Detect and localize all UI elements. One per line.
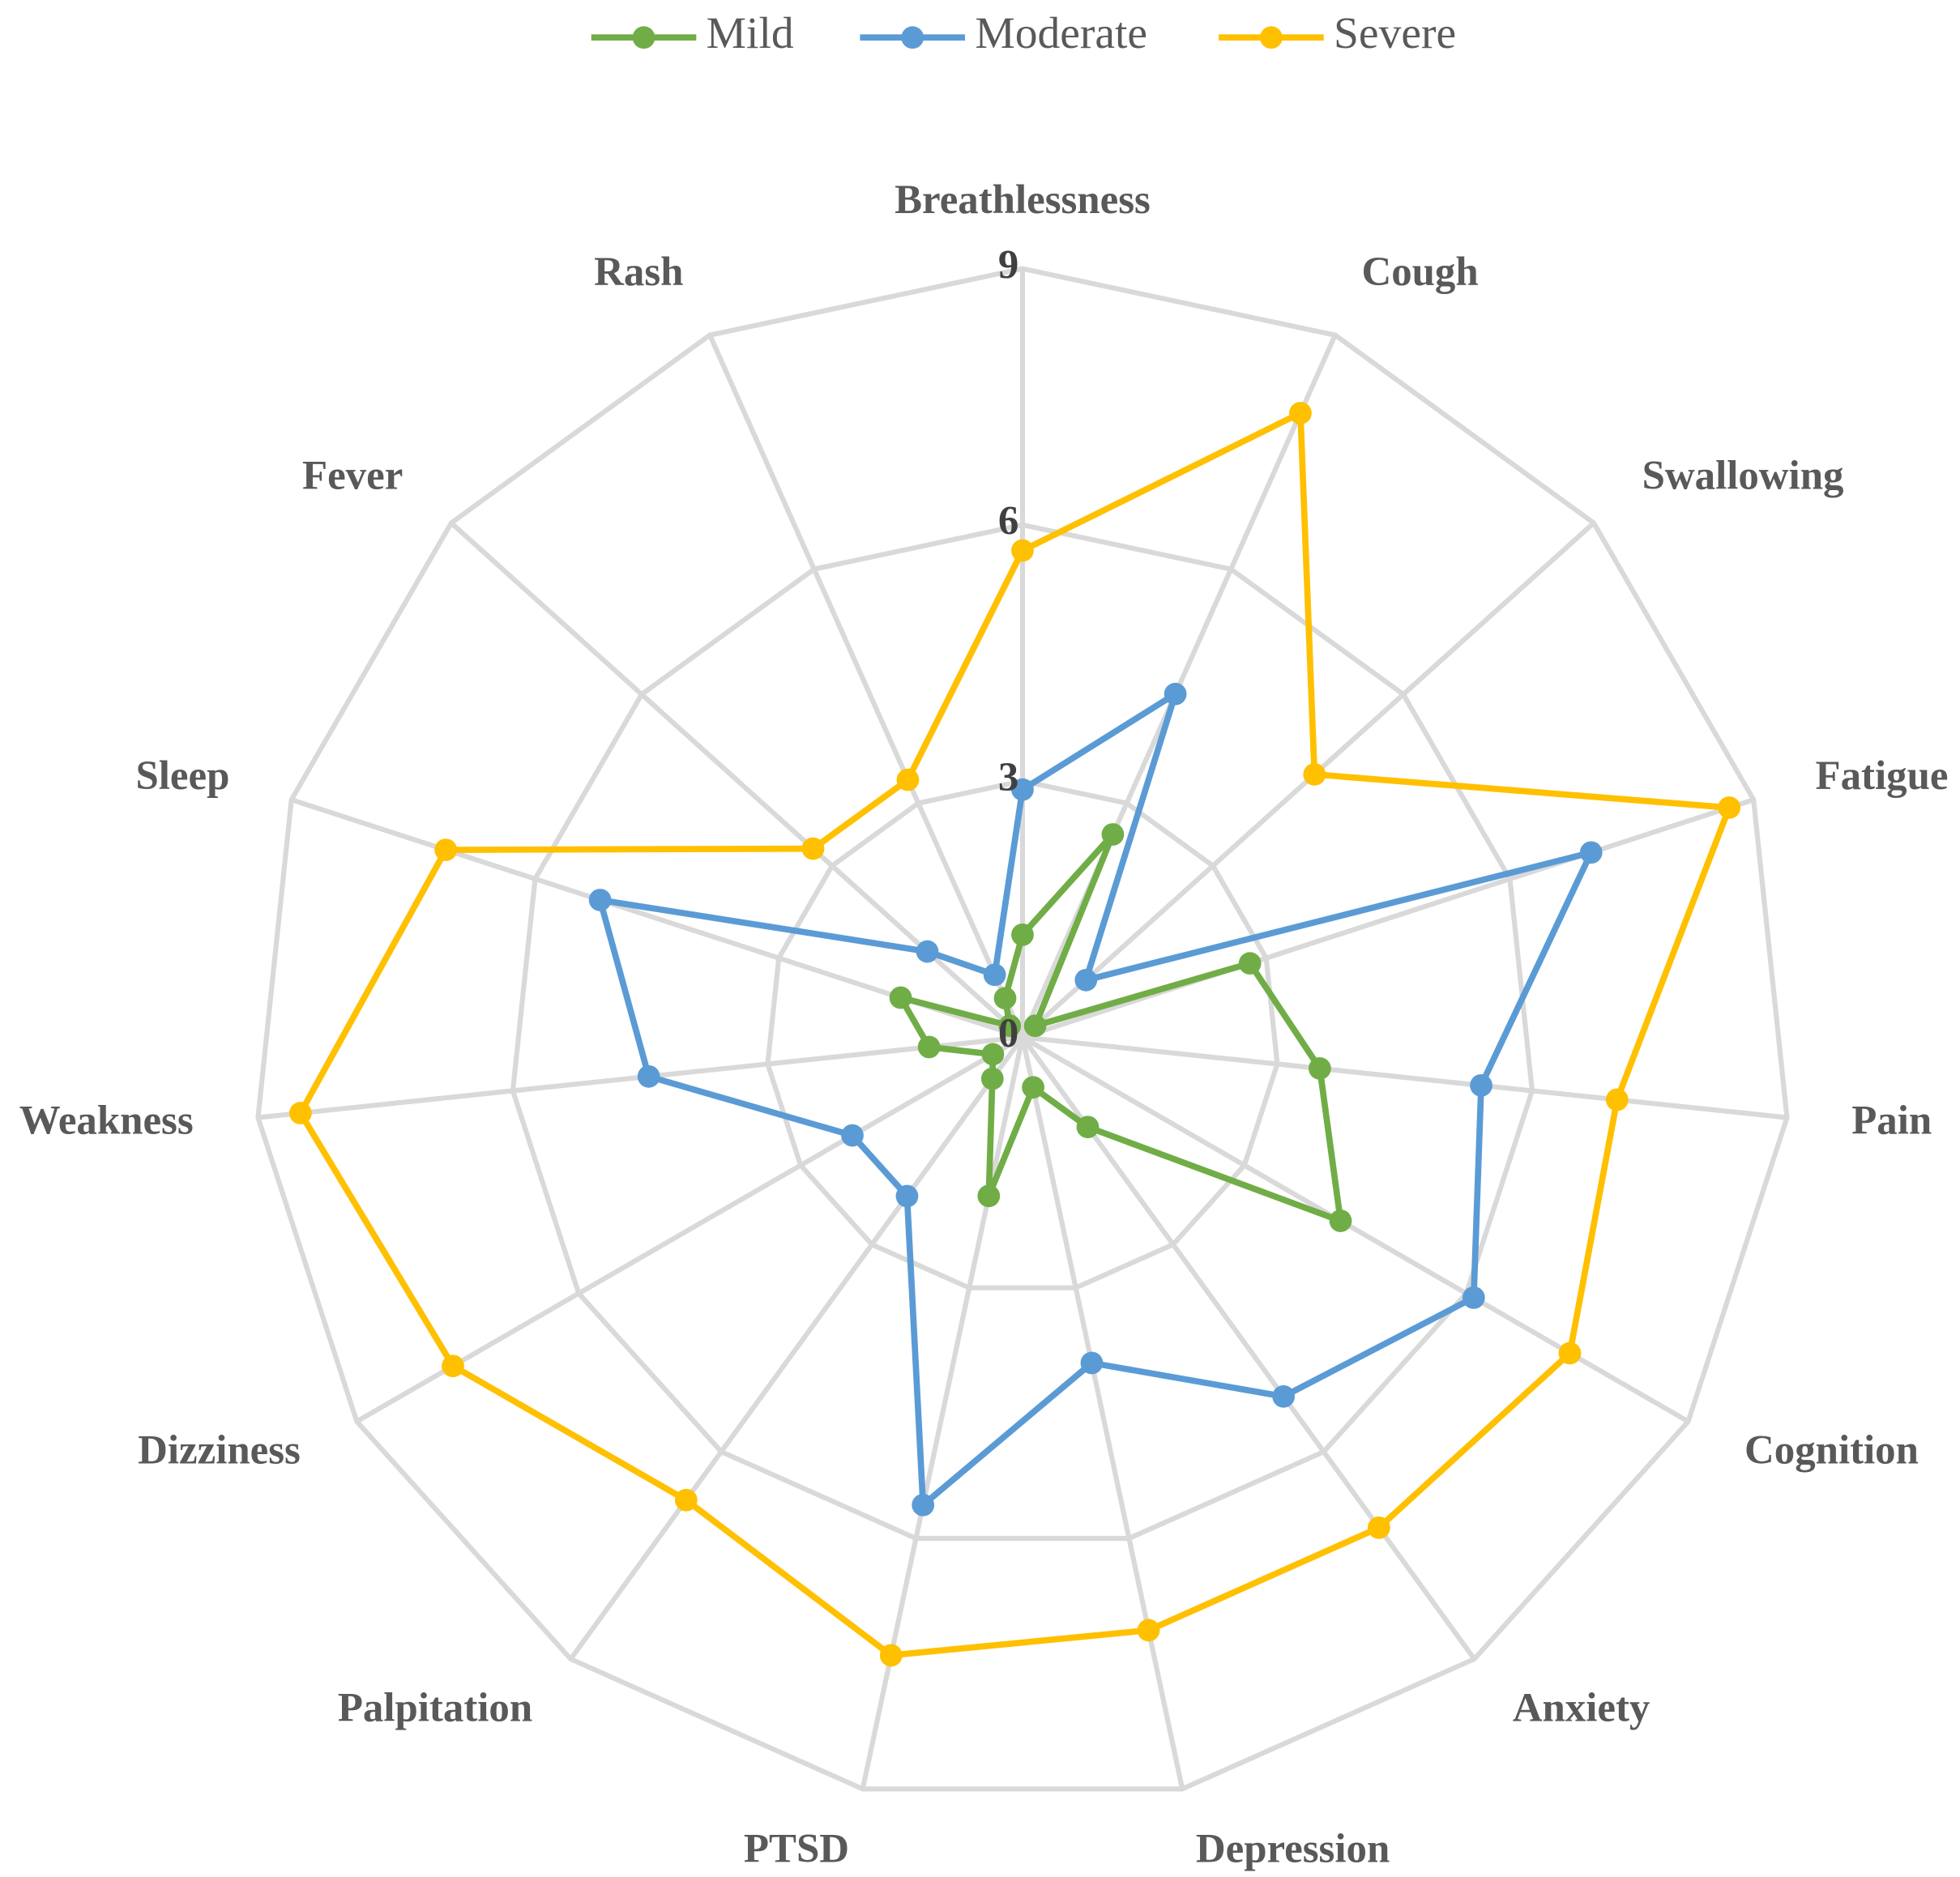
axis-label: Weakness: [19, 1098, 194, 1144]
axis-label: Rash: [594, 250, 683, 295]
axis-label: Palpitation: [338, 1685, 532, 1730]
data-point: [1011, 778, 1034, 801]
data-point: [917, 1035, 941, 1059]
axis-label: Sleep: [135, 753, 229, 799]
data-point: [1718, 796, 1741, 819]
data-point: [442, 1354, 464, 1378]
data-point: [637, 1064, 660, 1088]
data-point: [1558, 1342, 1582, 1365]
data-point: [980, 1067, 1004, 1090]
data-point: [895, 1184, 919, 1208]
data-point: [981, 1043, 1005, 1066]
legend-label: Mild: [707, 9, 794, 58]
data-point: [1329, 1209, 1352, 1232]
data-point: [1023, 1014, 1047, 1038]
data-point: [998, 1014, 1022, 1038]
axis-label: Fever: [302, 454, 403, 499]
data-point: [1462, 1286, 1485, 1309]
axis-label: Cognition: [1744, 1428, 1919, 1474]
data-point: [1579, 841, 1603, 864]
axis-label: Breathlessness: [895, 177, 1151, 223]
tick-label: 6: [998, 499, 1018, 544]
spoke: [1022, 1034, 1787, 1120]
axis-label: Cough: [1361, 250, 1478, 295]
legend-label: Severe: [1334, 9, 1456, 58]
series-line: [596, 690, 1595, 1508]
legend-label: Moderate: [975, 9, 1147, 58]
data-point: [1367, 1516, 1390, 1539]
spoke: [568, 1035, 1025, 1661]
grid: [255, 266, 1790, 1792]
data-point: [1022, 1076, 1044, 1099]
grid-ring: [765, 778, 1280, 1290]
data-point: [1080, 1351, 1104, 1375]
data-point: [801, 837, 825, 860]
data-point: [1289, 402, 1312, 424]
axis-label: PTSD: [744, 1826, 849, 1871]
legend: Mild Moderate Severe: [591, 9, 1456, 58]
tick-label: 0: [998, 1011, 1018, 1056]
data-point: [1164, 682, 1187, 706]
data-point: [1272, 1384, 1296, 1408]
tick-label: 9: [998, 242, 1018, 288]
grid-ring: [255, 266, 1790, 1792]
labels: 0 3 6 9 Breathlessness Cough Swallowing Fatigue…: [19, 177, 1949, 1871]
data-point: [674, 1488, 698, 1512]
data-point: [1605, 1088, 1629, 1111]
data-point: [977, 1184, 1001, 1208]
data-point: [841, 1124, 864, 1147]
axis-label: Pain: [1851, 1098, 1932, 1144]
tick-label: 3: [998, 755, 1018, 800]
axis-label: Fatigue: [1816, 753, 1949, 799]
legend-marker: [632, 26, 655, 49]
spoke: [355, 1034, 1024, 1424]
series-line: [897, 831, 1344, 1224]
data-point: [879, 1644, 903, 1667]
axis-label: Swallowing: [1642, 454, 1844, 499]
spoke: [1019, 1036, 1185, 1790]
data-point: [1101, 823, 1125, 846]
spoke: [1021, 797, 1755, 1040]
data-point: [1076, 1116, 1100, 1139]
spoke: [449, 521, 1025, 1039]
axis-label: Anxiety: [1513, 1685, 1650, 1730]
data-point: [993, 987, 1017, 1010]
spoke: [1020, 1035, 1477, 1661]
data-point: [1011, 539, 1034, 562]
spoke: [707, 334, 1025, 1039]
data-point: [1470, 1073, 1492, 1097]
data-point: [983, 963, 1006, 987]
axis-label: Dizziness: [138, 1428, 301, 1474]
data-point: [896, 768, 920, 791]
data-point: [1074, 968, 1098, 992]
data-point: [588, 889, 612, 911]
data-point: [1011, 923, 1034, 946]
data-point: [912, 1493, 935, 1517]
data-point: [1303, 763, 1326, 786]
data-point: [1137, 1619, 1160, 1642]
legend-marker: [1260, 26, 1283, 49]
data-point: [889, 986, 912, 1009]
series: [288, 402, 1741, 1667]
axis-label: Depression: [1196, 1826, 1390, 1871]
data-point: [288, 1102, 312, 1124]
data-point: [434, 838, 458, 861]
data-point: [1308, 1057, 1331, 1080]
series-line: [297, 410, 1733, 1659]
data-point: [1238, 952, 1262, 975]
data-point: [916, 940, 939, 963]
legend-marker: [901, 26, 924, 49]
